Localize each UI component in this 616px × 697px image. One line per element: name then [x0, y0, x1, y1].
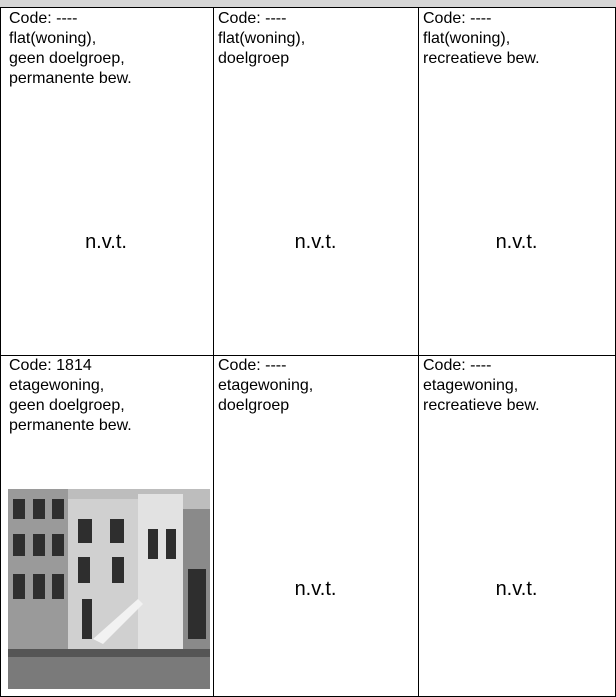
- cell: Code: ---- etagewoning, recreatieve bew.: [423, 356, 540, 416]
- cell-text: doelgroep: [218, 50, 290, 67]
- cell: Code: 1814 etagewoning, geen doelgroep, per…: [9, 356, 132, 436]
- cell-text: doelgroep: [218, 397, 290, 414]
- cell: Code: ---- flat(woning), doelgroep: [218, 9, 305, 69]
- border: [213, 8, 214, 697]
- border: [418, 8, 419, 697]
- cell: Code: ---- flat(woning), recreatieve bew.: [423, 9, 540, 69]
- cell-note: n.v.t.: [495, 578, 538, 600]
- border: [0, 8, 1, 697]
- cell-text: permanente bew.: [9, 70, 132, 87]
- cell-note: n.v.t.: [85, 231, 127, 253]
- cell-text: etagewoning,: [218, 377, 314, 394]
- cell-note: n.v.t.: [294, 578, 337, 600]
- cell: Code: ---- etagewoning, doelgroep: [218, 356, 313, 416]
- cell-text: geen doelgroep,: [9, 50, 125, 67]
- cell-text: etagewoning,: [423, 377, 519, 394]
- cell-text: Code: ----: [218, 357, 287, 374]
- cell-text: Code: ----: [9, 10, 78, 27]
- top-bar: [0, 0, 616, 8]
- cell-text: Code: 1814: [9, 357, 92, 374]
- cell-text: etagewoning,: [9, 377, 105, 394]
- cell: Code: ---- flat(woning), geen doelgroep, pe…: [9, 9, 132, 89]
- cell-note: n.v.t.: [495, 231, 538, 253]
- cell-text: geen doelgroep,: [9, 397, 125, 414]
- border: [0, 355, 616, 356]
- cell-text: Code: ----: [423, 10, 492, 27]
- cell-text: flat(woning),: [9, 30, 97, 47]
- cell-note: n.v.t.: [294, 231, 337, 253]
- cell-text: flat(woning),: [423, 30, 511, 47]
- cell-text: flat(woning),: [218, 30, 306, 47]
- cell-text: recreatieve bew.: [423, 50, 540, 67]
- cell-text: recreatieve bew.: [423, 397, 540, 414]
- cell-text: permanente bew.: [9, 417, 132, 434]
- photo: [8, 489, 210, 689]
- cell-text: Code: ----: [218, 10, 287, 27]
- cell-text: Code: ----: [423, 357, 492, 374]
